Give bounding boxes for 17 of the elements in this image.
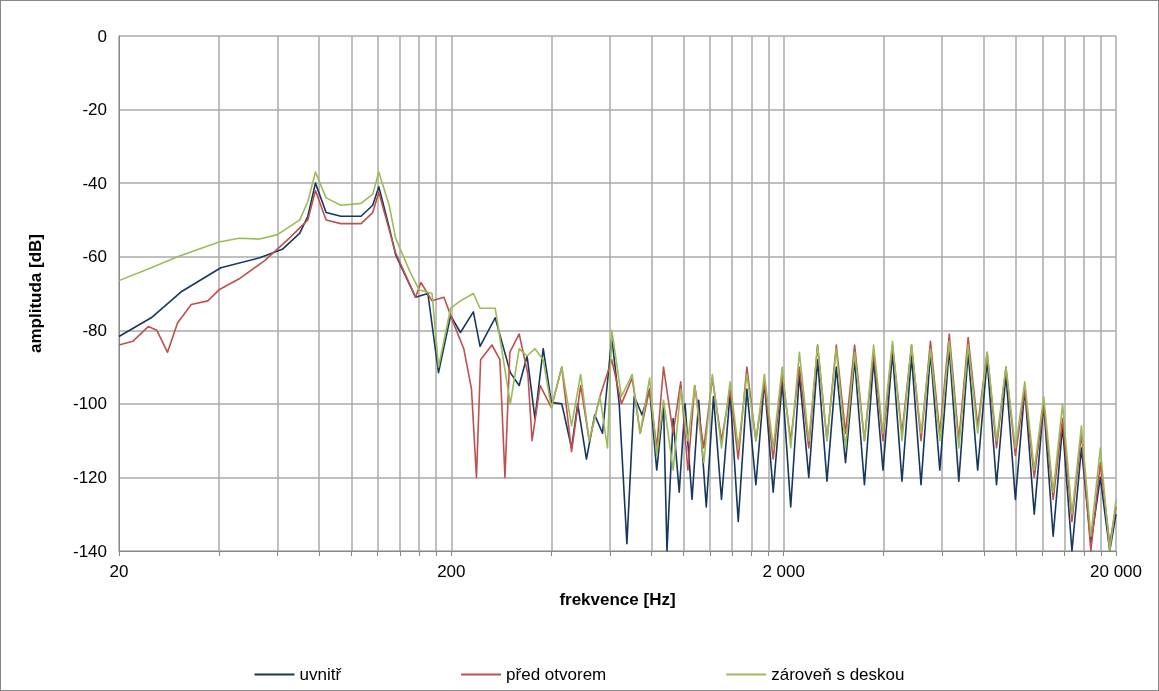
x-tick-label: 20 000 (1090, 562, 1142, 581)
legend-label: před otvorem (506, 665, 607, 684)
x-tick-label: 20 (109, 562, 129, 581)
y-tick-label: -120 (72, 467, 107, 487)
x-tick-label: 2 000 (762, 562, 805, 581)
x-axis-title: frekvence [Hz] (559, 590, 676, 609)
y-axis-title: amplituda [dB] (26, 234, 45, 353)
y-tick-label: -40 (82, 173, 107, 193)
y-tick-label: -80 (82, 320, 107, 340)
y-tick-label: -100 (72, 394, 107, 414)
y-tick-label: -20 (82, 100, 107, 120)
y-tick-label: -60 (82, 247, 107, 267)
y-tick-label: 0 (97, 26, 107, 46)
legend-label: zároveň s deskou (771, 665, 905, 684)
x-tick-label: 200 (437, 562, 466, 581)
y-tick-label: -140 (72, 541, 107, 561)
legend-label: uvnitř (299, 665, 342, 684)
